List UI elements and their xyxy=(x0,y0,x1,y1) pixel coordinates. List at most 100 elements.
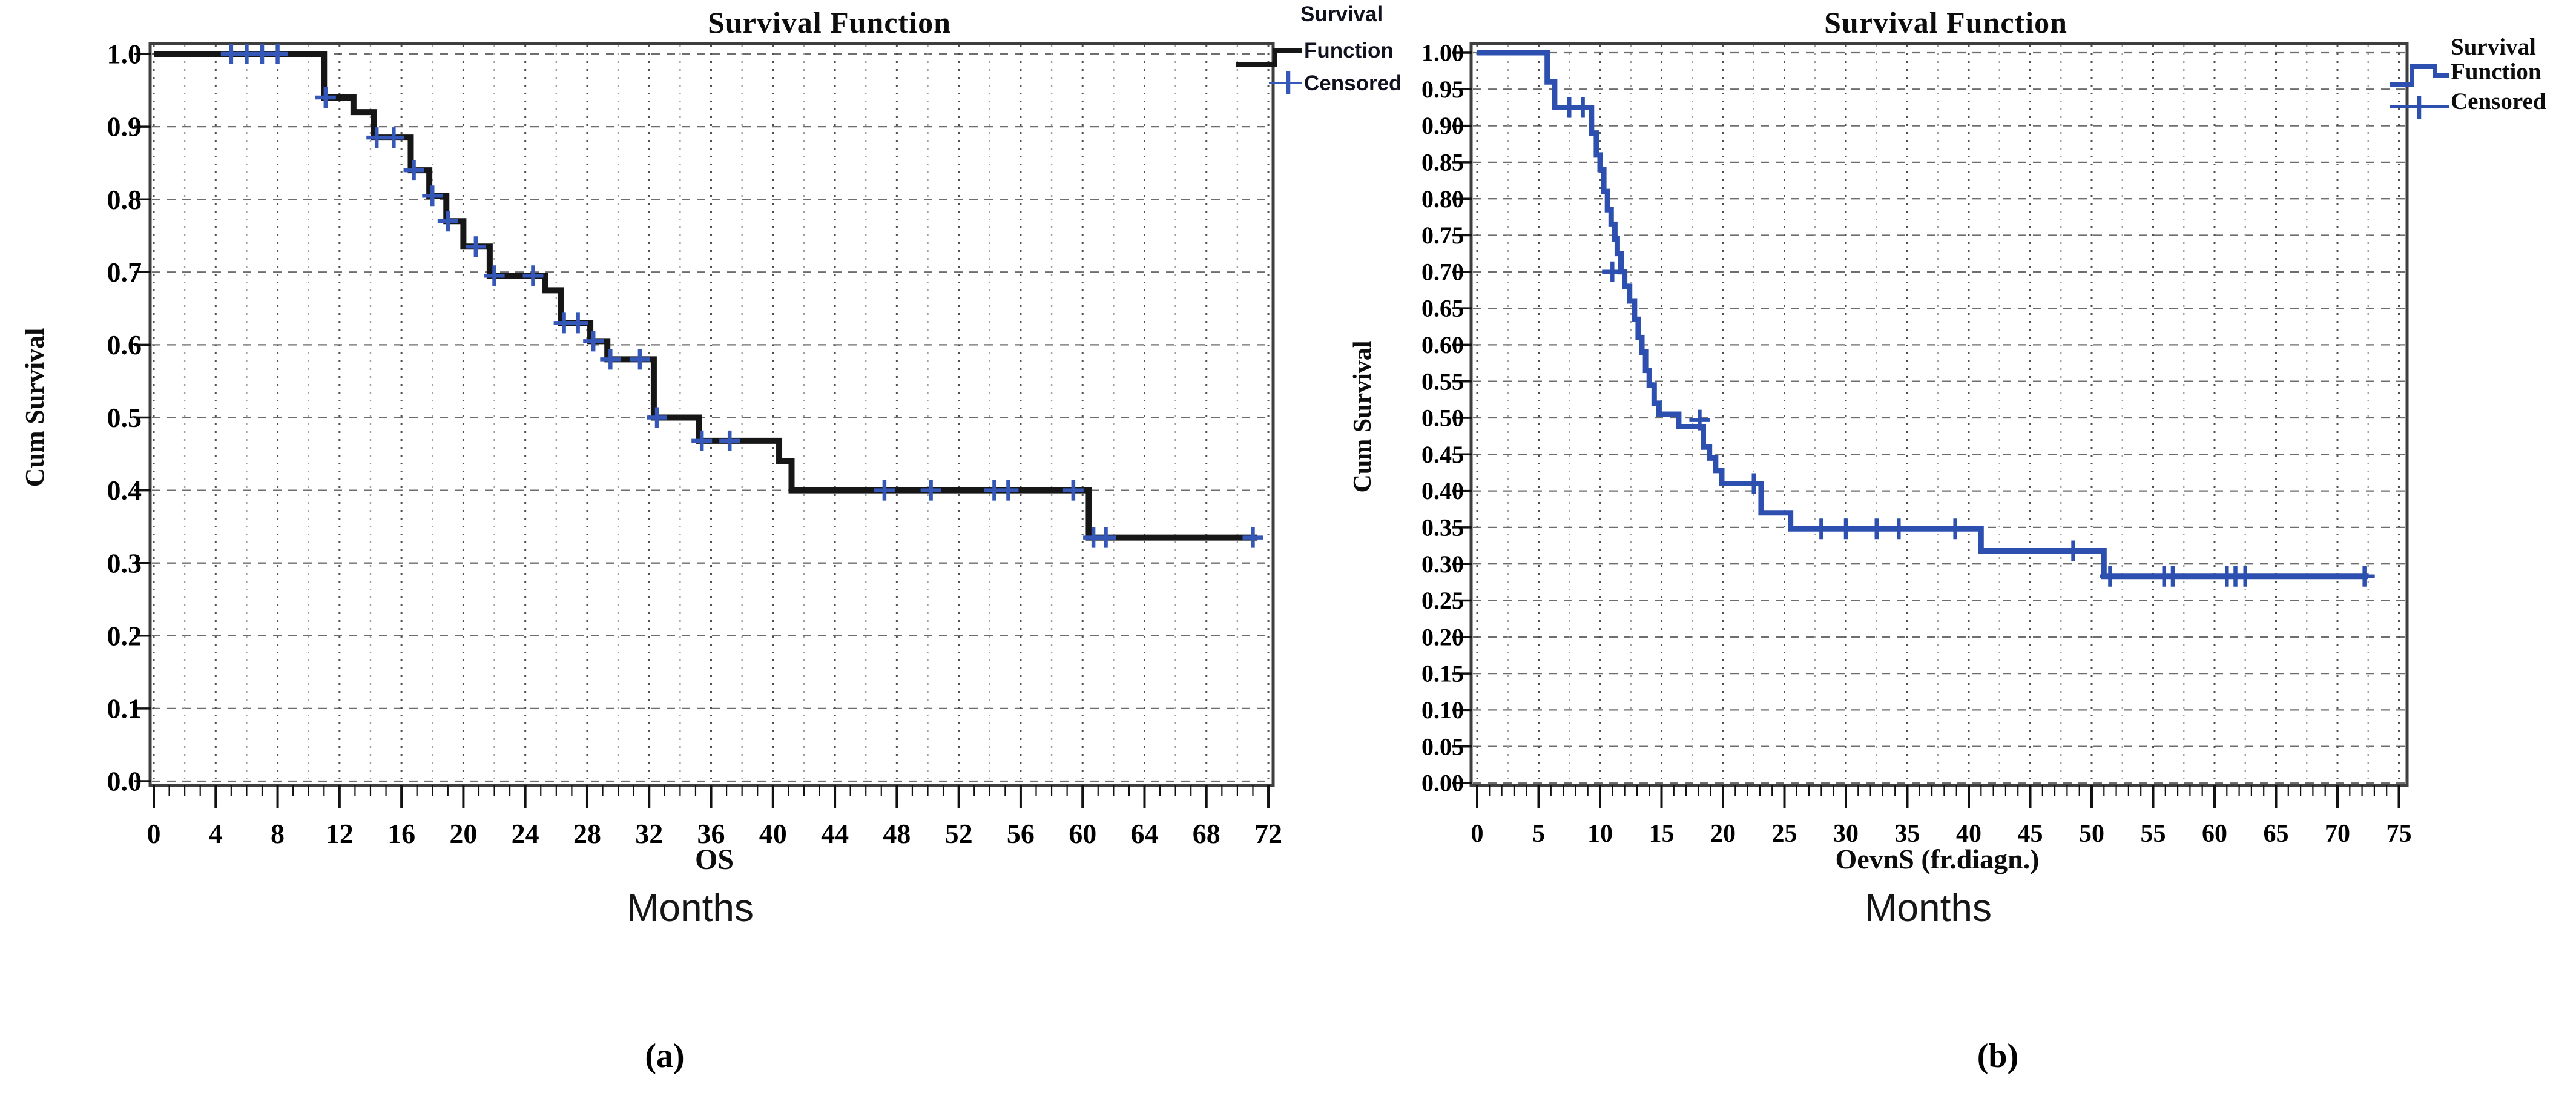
x-tick-label: 50 xyxy=(2079,820,2104,848)
censor-marks-b xyxy=(1559,97,2375,587)
y-tick-label: 0.9 xyxy=(107,111,142,142)
x-tick-label: 15 xyxy=(1649,820,1675,848)
censor-marks-a xyxy=(220,44,1263,548)
chart-a-legend-item-function: Function xyxy=(1304,39,1394,62)
x-tick-label: 28 xyxy=(573,818,601,849)
y-tick-label: 0.8 xyxy=(107,184,142,215)
x-tick-label: 4 xyxy=(209,818,223,849)
y-tick-label: 0.3 xyxy=(107,547,142,578)
y-tick-label: 0.05 xyxy=(1421,733,1464,760)
chart-b-x-axis-unit: Months xyxy=(1865,886,1992,930)
x-tick-label: 44 xyxy=(821,818,849,849)
x-tick-label: 24 xyxy=(512,818,539,849)
x-tick-label: 12 xyxy=(326,818,354,849)
x-tick-label: 45 xyxy=(2018,820,2043,848)
y-tick-label: 0.85 xyxy=(1421,149,1464,176)
x-tick-label: 52 xyxy=(945,818,973,849)
chart-a-x-axis-unit: Months xyxy=(627,886,754,930)
km-curve-b xyxy=(1477,50,2368,580)
y-tick-label: 0.10 xyxy=(1421,696,1464,724)
plot-border-b xyxy=(1469,42,2409,787)
y-tick-label: 0.00 xyxy=(1421,770,1464,797)
plot-border-a xyxy=(148,42,1275,787)
legend-step-line-icon xyxy=(1236,48,1302,67)
km-curve-a xyxy=(154,51,1258,541)
gridlines-b xyxy=(1473,45,2405,784)
x-tick-label: 32 xyxy=(635,818,663,849)
chart-a-y-axis-title: Cum Survival xyxy=(20,328,50,487)
x-tick-label: 75 xyxy=(2387,820,2412,848)
x-tick-label: 30 xyxy=(1833,820,1859,848)
x-tick-label: 0 xyxy=(147,818,161,849)
chart-b-legend-item-censored: Censored xyxy=(2451,88,2546,114)
x-tick-label: 72 xyxy=(1254,818,1282,849)
x-tick-label: 16 xyxy=(387,818,415,849)
y-tick-label: 0.60 xyxy=(1421,331,1464,359)
chart-a-legend-item-censored: Censored xyxy=(1304,71,1402,95)
axis-ticks-b xyxy=(1452,51,2400,808)
chart-a-x-axis-title: OS xyxy=(694,844,734,876)
y-tick-label: 0.40 xyxy=(1421,477,1464,504)
y-tick-label: 0.90 xyxy=(1421,112,1464,139)
legend-glyphs-a xyxy=(1236,48,1302,94)
x-tick-label: 60 xyxy=(1069,818,1096,849)
chart-a-legend-header: Survival xyxy=(1300,2,1383,26)
y-tick-label: 0.45 xyxy=(1421,441,1464,468)
x-tick-label: 35 xyxy=(1895,820,1920,848)
y-tick-label: 0.1 xyxy=(107,693,142,724)
x-tick-label: 36 xyxy=(697,818,725,849)
gridlines-a xyxy=(152,45,1271,784)
y-tick-label: 0.55 xyxy=(1421,368,1464,395)
caption-a: (a) xyxy=(645,1037,685,1075)
x-tick-label: 10 xyxy=(1587,820,1613,848)
y-tick-label: 0.6 xyxy=(107,329,142,360)
y-tick-label: 0.30 xyxy=(1421,550,1464,578)
x-tick-label: 48 xyxy=(883,818,911,849)
x-tick-label: 8 xyxy=(271,818,285,849)
y-tick-label: 0.4 xyxy=(107,475,142,506)
chart-a-title: Survival Function xyxy=(708,5,951,39)
y-tick-label: 0.7 xyxy=(107,257,142,288)
chart-b-y-axis-title: Cum Survival xyxy=(1349,340,1377,493)
y-tick-label: 0.95 xyxy=(1421,76,1464,103)
chart-b-legend-item-survival-function: Survival Function xyxy=(2451,34,2541,85)
y-tick-label: 0.80 xyxy=(1421,185,1464,213)
x-tick-label: 60 xyxy=(2202,820,2227,848)
y-tick-label: 1.00 xyxy=(1421,39,1464,67)
y-tick-label: 0.5 xyxy=(107,402,142,433)
y-tick-label: 0.20 xyxy=(1421,623,1464,650)
x-tick-label: 0 xyxy=(1471,820,1484,848)
x-tick-label: 5 xyxy=(1532,820,1545,848)
tick-labels-b: 0 5 10 15 20 25 30 35 40 45 50 55 60 65 70 75 1.00 0.95 0.… xyxy=(1421,39,2412,848)
x-tick-label: 70 xyxy=(2325,820,2350,848)
y-tick-label: 0.25 xyxy=(1421,587,1464,614)
x-tick-label: 40 xyxy=(759,818,787,849)
x-tick-label: 20 xyxy=(449,818,477,849)
y-tick-label: 0.2 xyxy=(107,620,142,651)
y-tick-label: 0.70 xyxy=(1421,258,1464,285)
x-tick-label: 40 xyxy=(1956,820,1981,848)
x-tick-label: 64 xyxy=(1130,818,1158,849)
y-tick-label: 0.75 xyxy=(1421,222,1464,249)
legend-step-line-icon xyxy=(2390,64,2449,87)
y-tick-label: 0.15 xyxy=(1421,660,1464,687)
axis-ticks-a xyxy=(134,53,1270,808)
y-tick-label: 1.0 xyxy=(107,39,142,70)
chart-b-title: Survival Function xyxy=(1824,5,2067,39)
y-tick-label: 0.65 xyxy=(1421,295,1464,322)
y-tick-label: 0.50 xyxy=(1421,405,1464,432)
x-tick-label: 20 xyxy=(1710,820,1736,848)
x-tick-label: 55 xyxy=(2141,820,2166,848)
legend-glyphs-b xyxy=(2390,64,2449,119)
x-tick-label: 56 xyxy=(1007,818,1035,849)
x-tick-label: 25 xyxy=(1772,820,1797,848)
y-tick-label: 0.0 xyxy=(107,766,142,797)
caption-b: (b) xyxy=(1977,1037,2019,1075)
chart-b-x-axis-title: OevnS (fr.diagn.) xyxy=(1835,844,2040,874)
x-tick-label: 68 xyxy=(1193,818,1220,849)
x-tick-label: 65 xyxy=(2264,820,2289,848)
tick-labels-a: 0 4 8 12 16 20 24 28 32 36 40 44 48 52 56 60 64 68 721.00.… xyxy=(107,39,1283,849)
y-tick-label: 0.35 xyxy=(1421,514,1464,541)
